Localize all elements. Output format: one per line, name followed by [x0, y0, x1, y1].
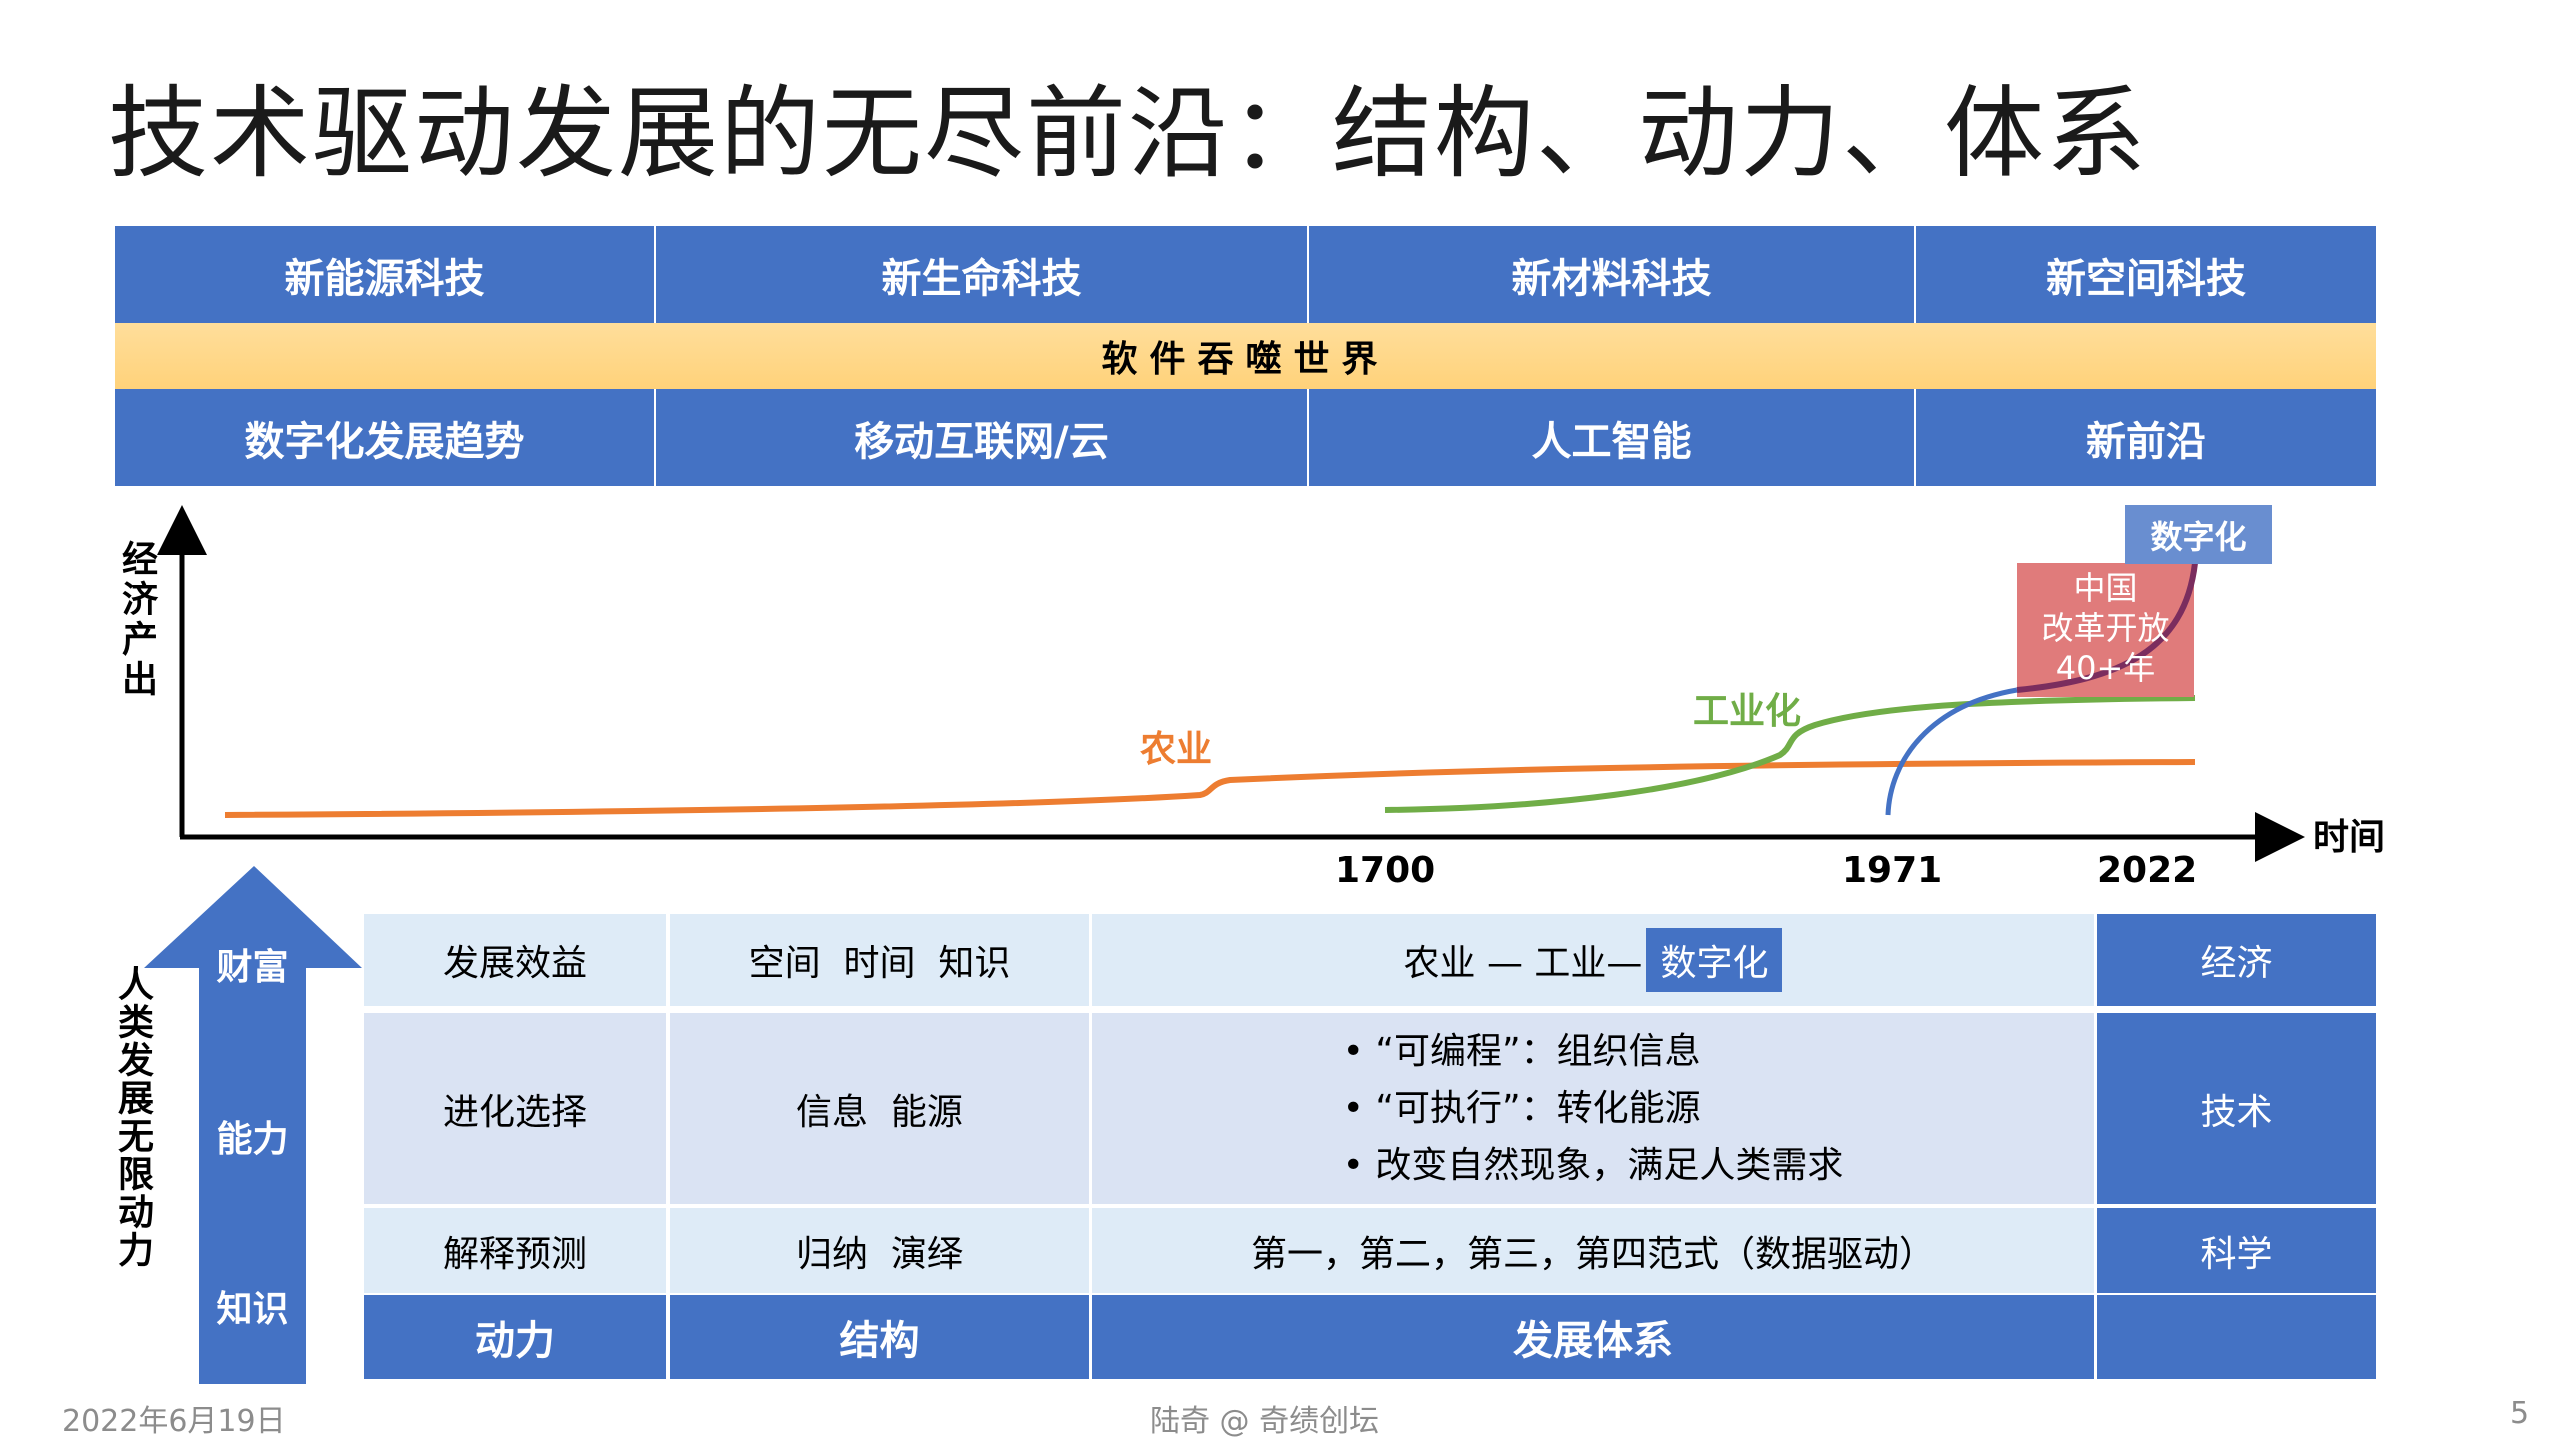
tick-2022: 2022 — [2097, 850, 2198, 891]
digital-badge: 数字化 — [1646, 928, 1783, 992]
cell-digital-trend: 数字化发展趋势 — [115, 389, 654, 486]
years-label: 40+年 — [2055, 649, 2156, 687]
cell-new-life: 新生命科技 — [656, 226, 1307, 323]
cell-explain-predict: 解释预测 — [364, 1208, 666, 1293]
stage-sequence: 农业 — 工业— — [1403, 943, 1643, 984]
bullet-change-nature: 改变自然现象，满足人类需求 — [1343, 1137, 1843, 1194]
cell-dev-system: 发展体系 — [1092, 1295, 2094, 1379]
arrow-label-knowledge: 知识 — [216, 1289, 289, 1330]
x-axis-label: 时间 — [2313, 817, 2386, 858]
cell-evolution-selection: 进化选择 — [364, 1013, 666, 1204]
cell-info-energy: 信息 能源 — [670, 1013, 1089, 1204]
tick-1700: 1700 — [1335, 850, 1436, 891]
cell-paradigms: 第一，第二，第三，第四范式（数据驱动） — [1092, 1208, 2094, 1293]
china-reform-box: 中国 改革开放 40+年 — [2017, 568, 2194, 688]
software-band: 软件吞噬世界 — [115, 323, 2376, 389]
cell-science: 科学 — [2097, 1208, 2376, 1293]
arrow-label-wealth: 财富 — [216, 947, 289, 988]
reform-label: 改革开放 — [2041, 609, 2170, 647]
cell-mobile-cloud: 移动互联网/云 — [656, 389, 1307, 486]
cell-agri-industry-digital: 农业 — 工业— 数字化 — [1092, 914, 2094, 1006]
cell-ai: 人工智能 — [1309, 389, 1914, 486]
footer-author: 陆奇 @ 奇绩创坛 — [1150, 1404, 1380, 1439]
cell-driving-force: 动力 — [364, 1295, 666, 1379]
bullet-programmable: “可编程”：组织信息 — [1343, 1023, 1844, 1080]
cell-economy: 经济 — [2097, 914, 2376, 1006]
cell-structure: 结构 — [670, 1295, 1089, 1379]
arrow-label-ability: 能力 — [216, 1119, 289, 1160]
cell-empty — [2097, 1295, 2376, 1379]
tick-1971: 1971 — [1842, 850, 1943, 891]
page-number: 5 — [2510, 1396, 2530, 1431]
side-vertical-label: 人类发展无限动力 — [112, 965, 153, 1269]
up-arrow-icon — [144, 866, 362, 1384]
bullet-list: “可编程”：组织信息 “可执行”：转化能源 改变自然现象，满足人类需求 — [1343, 1023, 1844, 1194]
china-label: 中国 — [2073, 569, 2138, 607]
cell-new-materials: 新材料科技 — [1309, 226, 1914, 323]
cell-space-time-knowledge: 空间 时间 知识 — [670, 914, 1089, 1006]
bullet-executable: “可执行”：转化能源 — [1343, 1080, 1844, 1137]
label-agriculture: 农业 — [1140, 729, 1213, 770]
label-industrialization: 工业化 — [1693, 691, 1802, 732]
cell-new-energy: 新能源科技 — [115, 226, 654, 323]
cell-dev-benefit: 发展效益 — [364, 914, 666, 1006]
footer-date: 2022年6月19日 — [62, 1404, 286, 1439]
digital-box: 数字化 — [2150, 517, 2247, 556]
cell-new-space: 新空间科技 — [1916, 226, 2376, 323]
cell-induction-deduction: 归纳 演绎 — [670, 1208, 1089, 1293]
y-axis-label: 经济产出 — [116, 540, 157, 700]
cell-new-frontier: 新前沿 — [1916, 389, 2376, 486]
cell-technology: 技术 — [2097, 1013, 2376, 1204]
cell-bullets: “可编程”：组织信息 “可执行”：转化能源 改变自然现象，满足人类需求 — [1092, 1013, 2094, 1204]
slide-title: 技术驱动发展的无尽前沿：结构、动力、体系 — [108, 75, 2148, 192]
